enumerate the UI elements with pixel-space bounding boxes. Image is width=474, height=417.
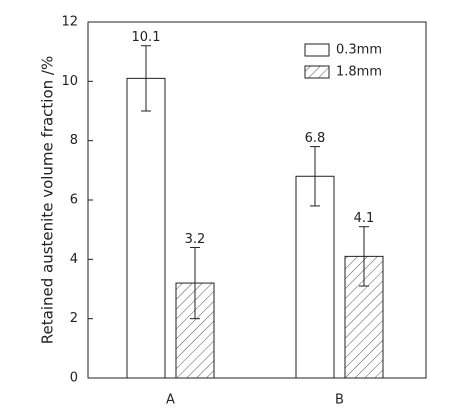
y-tick-label: 0 (70, 371, 78, 386)
error-bar (190, 246, 200, 320)
error-bar (141, 45, 151, 112)
error-bar (310, 146, 320, 207)
y-tick-label: 4 (70, 252, 78, 267)
error-bar (359, 226, 369, 287)
legend-swatch (304, 65, 330, 79)
legend-label: 0.3mm (336, 43, 382, 58)
value-label: 4.1 (354, 211, 375, 226)
bar (126, 77, 166, 379)
value-label: 10.1 (132, 30, 161, 45)
legend-label: 1.8mm (336, 65, 382, 80)
value-label: 3.2 (185, 232, 206, 247)
x-tick-label: A (166, 393, 175, 408)
legend-swatch (304, 43, 330, 57)
bar (295, 175, 335, 379)
y-axis-title: Retained austenite volume fraction /% (39, 56, 57, 344)
y-tick-label: 12 (61, 15, 78, 30)
y-tick-label: 6 (70, 193, 78, 208)
y-tick-label: 8 (70, 133, 78, 148)
x-tick-label: B (335, 393, 344, 408)
y-tick-label: 10 (61, 74, 78, 89)
value-label: 6.8 (305, 131, 326, 146)
y-tick-label: 2 (70, 311, 78, 326)
